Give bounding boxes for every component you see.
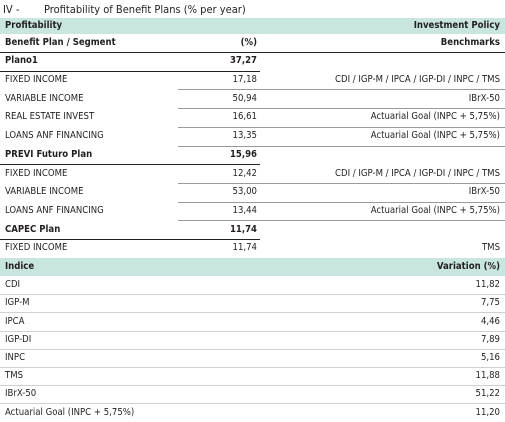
row-divider [0, 294, 505, 296]
indices-column: Variation (%) [436, 261, 500, 272]
segment-value: 50,94 [232, 92, 257, 104]
segment-benchmark: Actuarial Goal (INPC + 5,75%) [370, 130, 500, 142]
segment-name: VARIABLE INCOME [5, 186, 84, 198]
index-value: 4,46 [480, 315, 500, 327]
segment-value: 13,44 [232, 204, 257, 216]
row-divider [0, 348, 505, 350]
row-divider [0, 403, 505, 405]
segment-benchmark: Actuarial Goal (INPC + 5,75%) [370, 111, 500, 123]
row-divider [0, 312, 505, 314]
plan-value: 11,74 [229, 223, 257, 235]
index-value: 11,20 [475, 406, 500, 418]
index-name: IBrX-50 [5, 388, 37, 400]
row-divider [178, 108, 505, 110]
section-title: Profitability of Benefit Plans (% per ye… [44, 3, 246, 16]
segment-name: FIXED INCOME [5, 167, 68, 179]
section-right: Investment Policy [413, 20, 500, 31]
index-value: 11,82 [475, 279, 500, 291]
row-divider [0, 239, 260, 240]
segment-name: REAL ESTATE INVEST [5, 111, 95, 123]
plan-value: 37,27 [229, 55, 257, 67]
segment-value: 12,42 [232, 167, 257, 179]
segment-value: 11,74 [232, 242, 257, 254]
index-name: IGP-DI [5, 333, 32, 345]
row-divider [0, 164, 260, 166]
index-value: 7,89 [480, 333, 500, 345]
index-name: IPCA [5, 315, 25, 327]
index-value: 7,75 [480, 297, 500, 309]
segment-name: VARIABLE INCOME [5, 92, 84, 104]
segment-benchmark: IBrX-50 [468, 92, 500, 104]
row-divider [178, 182, 505, 184]
section-left: Profitability [5, 20, 63, 31]
row-divider [178, 145, 505, 147]
plan-name: Plano1 [5, 55, 38, 67]
index-name: IGP-M [5, 297, 30, 309]
segment-benchmark: IBrX-50 [468, 186, 500, 198]
section-number: IV - [3, 3, 20, 16]
segment-name: LOANS ANF FINANCING [5, 204, 104, 216]
index-name: Actuarial Goal (INPC + 5,75%) [5, 406, 135, 418]
plan-name: PREVI Futuro Plan [5, 148, 93, 160]
column-header: Benchmarks [440, 37, 500, 48]
index-name: INPC [5, 351, 26, 363]
segment-name: LOANS ANF FINANCING [5, 130, 104, 142]
row-divider [178, 89, 505, 91]
segment-benchmark: CDI / IGP-M / IPCA / IGP-DI / INPC / TMS [335, 74, 500, 86]
index-value: 11,88 [475, 370, 500, 382]
index-name: CDI [5, 279, 21, 291]
index-name: TMS [5, 370, 24, 382]
segment-benchmark: CDI / IGP-M / IPCA / IGP-DI / INPC / TMS [335, 167, 500, 179]
index-value: 51,22 [475, 388, 500, 400]
row-divider [178, 220, 505, 222]
segment-benchmark: Actuarial Goal (INPC + 5,75%) [370, 204, 500, 216]
row-divider [0, 52, 505, 53]
segment-value: 53,00 [232, 186, 257, 198]
row-divider [0, 367, 505, 368]
index-value: 5,16 [480, 351, 500, 363]
segment-name: FIXED INCOME [5, 242, 68, 254]
section-header [0, 18, 505, 34]
segment-name: FIXED INCOME [5, 74, 68, 86]
column-header: Benefit Plan / Segment [5, 37, 116, 48]
row-divider [0, 70, 260, 72]
row-divider [0, 330, 505, 332]
indices-header [0, 258, 505, 276]
plan-value: 15,96 [229, 148, 257, 160]
row-divider [0, 385, 505, 387]
row-divider [178, 126, 505, 128]
segment-value: 16,61 [232, 111, 257, 123]
plan-name: CAPEC Plan [5, 223, 61, 235]
segment-value: 13,35 [232, 130, 257, 142]
segment-benchmark: TMS [481, 242, 500, 254]
row-divider [178, 201, 505, 203]
column-header: (%) [240, 37, 257, 48]
indices-column: Indice [5, 261, 35, 272]
segment-value: 17,18 [232, 74, 257, 86]
